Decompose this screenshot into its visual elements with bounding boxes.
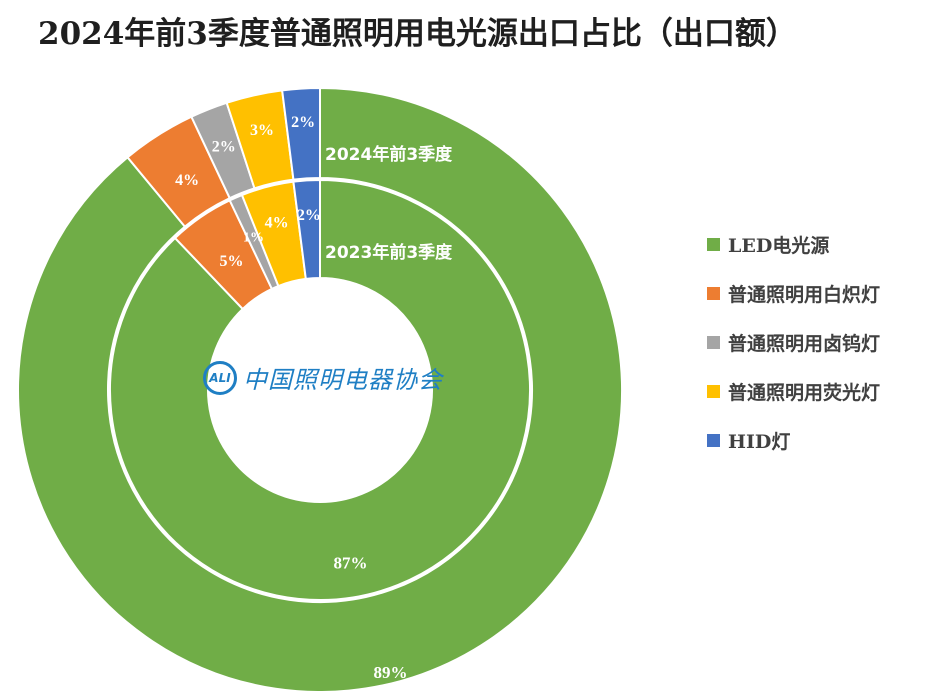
outer-slice-4 bbox=[281, 86, 321, 181]
inner-slice-label-3: 4% bbox=[265, 214, 289, 231]
legend-swatch bbox=[707, 385, 720, 398]
inner-slice-4 bbox=[292, 178, 321, 281]
legend-item: 普通照明用卤钨灯 bbox=[707, 318, 880, 367]
outer-slice-label-4: 2% bbox=[291, 114, 315, 131]
legend-item: 普通照明用荧光灯 bbox=[707, 367, 880, 416]
legend-swatch bbox=[707, 287, 720, 300]
outer-slice-label-1: 4% bbox=[175, 172, 199, 189]
inner-slice-0 bbox=[109, 178, 531, 601]
outer-ring-slices bbox=[17, 86, 623, 691]
outer-slice-label-2: 2% bbox=[212, 138, 236, 155]
legend-swatch bbox=[707, 238, 720, 251]
legend: LED电光源普通照明用白炽灯 普通照明用卤钨灯 普通照明用荧光灯 HID灯 bbox=[707, 220, 880, 465]
outer-slice-label-0: 89% bbox=[373, 663, 407, 682]
outer-slice-label-3: 3% bbox=[250, 122, 274, 139]
slice-labels: 89%4%2%3% 2%87%5%1%4% 2% bbox=[175, 114, 407, 682]
inner-slice-label-1: 5% bbox=[219, 253, 243, 270]
legend-item: LED电光源 bbox=[707, 220, 880, 269]
legend-label: 普通照明用卤钨灯 bbox=[728, 333, 881, 355]
logo-badge-icon: ALI bbox=[203, 360, 237, 395]
legend-swatch bbox=[707, 336, 720, 349]
chart-title: 2024年前3季度普通照明用电光源出口占比（出口额） bbox=[38, 16, 797, 52]
legend-label: HID灯 bbox=[728, 431, 791, 453]
legend-label: LED电光源 bbox=[728, 235, 830, 257]
inner-slice-label-2: 1% bbox=[243, 231, 264, 246]
logo-text: 中国照明电器协会 bbox=[243, 366, 443, 394]
legend-swatch bbox=[707, 434, 720, 447]
outer-ring-series-label: 2024年前3季度 bbox=[325, 144, 453, 165]
inner-ring-series-label: 2023年前3季度 bbox=[325, 242, 453, 263]
logo: ALI 中国照明电器协会 bbox=[203, 360, 443, 395]
inner-slice-label-4: 2% bbox=[297, 207, 321, 224]
legend-item: HID灯 bbox=[707, 416, 880, 465]
legend-label: 普通照明用白炽灯 bbox=[728, 284, 881, 306]
legend-item: 普通照明用白炽灯 bbox=[707, 269, 880, 318]
inner-ring-slices bbox=[109, 178, 531, 601]
legend-label: 普通照明用荧光灯 bbox=[728, 382, 881, 404]
inner-slice-label-0: 87% bbox=[334, 554, 368, 573]
outer-slice-0 bbox=[17, 86, 623, 691]
